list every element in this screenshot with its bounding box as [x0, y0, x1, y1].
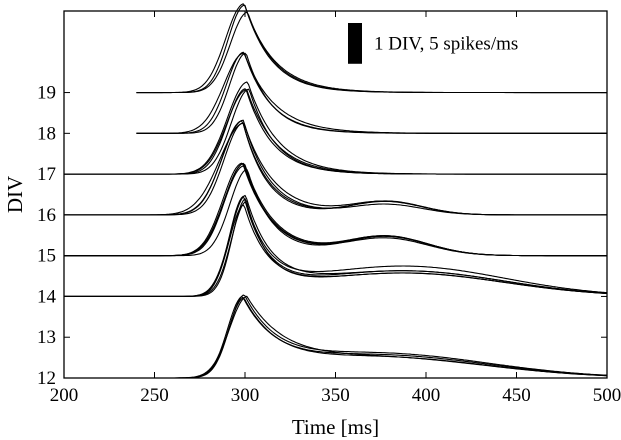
trace-line: [64, 120, 607, 216]
trace-line: [64, 81, 607, 175]
plot-frame: [63, 10, 608, 379]
series-div-16: [64, 119, 607, 216]
y-tick-label: 18: [37, 123, 56, 144]
trace-line: [64, 89, 607, 175]
trace-group: [64, 3, 608, 379]
trace-line: [64, 195, 608, 297]
trace-line: [136, 3, 607, 94]
scale-bar-label: 1 DIV, 5 spikes/ms: [374, 33, 518, 54]
trace-line: [64, 119, 607, 216]
series-div-19: [136, 3, 607, 94]
trace-line: [64, 294, 608, 379]
legend: 1 DIV, 5 spikes/ms: [348, 23, 518, 64]
series-div-17: [64, 81, 607, 175]
y-tick-label: 13: [37, 327, 56, 348]
trace-line: [64, 162, 607, 257]
series-div-18: [136, 51, 607, 134]
y-tick-label: 12: [37, 368, 56, 389]
trace-line: [64, 204, 608, 297]
y-tick-label: 17: [37, 164, 56, 185]
x-tick-label: 200: [50, 385, 79, 406]
trace-line: [64, 201, 608, 297]
trace-line: [64, 296, 608, 379]
y-tick-label: 15: [37, 246, 56, 267]
trace-line: [136, 52, 607, 134]
x-tick-label: 300: [231, 385, 260, 406]
x-tick-label: 350: [321, 385, 350, 406]
series-div-14: [64, 194, 608, 297]
x-tick-label: 500: [593, 385, 621, 406]
trace-line: [64, 295, 607, 379]
trace-line: [136, 4, 607, 94]
trace-line: [136, 52, 607, 134]
axis-ticks: 200 250 300 350 400 450 500 12 13 14 15 16 17 18 19: [37, 11, 621, 406]
series-div-15: [64, 162, 607, 257]
x-tick-label: 250: [140, 385, 169, 406]
y-tick-label: 19: [37, 83, 56, 104]
trace-line: [64, 162, 607, 257]
x-tick-label: 450: [502, 385, 531, 406]
series-div-12: [64, 294, 608, 379]
y-tick-label: 16: [37, 205, 56, 226]
y-axis-title: DIV: [3, 176, 27, 213]
y-tick-label: 14: [37, 286, 57, 307]
trace-line: [64, 297, 608, 379]
scale-bar: [348, 23, 362, 64]
x-axis-title: Time [ms]: [292, 415, 379, 439]
trace-line: [64, 194, 608, 297]
x-tick-label: 400: [412, 385, 441, 406]
